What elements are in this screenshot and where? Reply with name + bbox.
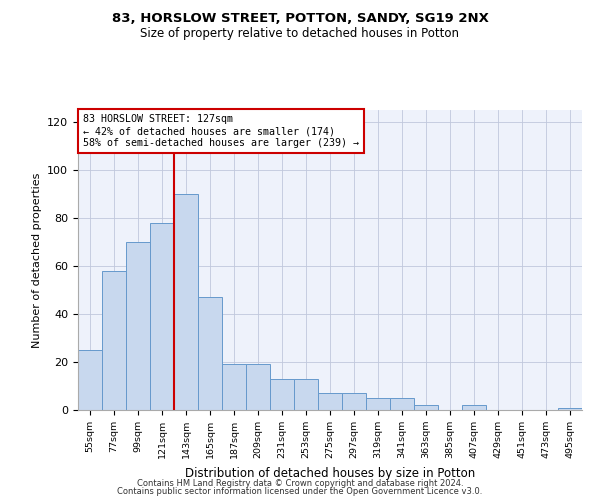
Bar (318, 393, 342, 410)
Bar (174, 194, 198, 410)
Bar (198, 297, 222, 410)
Text: 83 HORSLOW STREET: 127sqm
← 42% of detached houses are smaller (174)
58% of semi: 83 HORSLOW STREET: 127sqm ← 42% of detac… (83, 114, 359, 148)
Y-axis label: Number of detached properties: Number of detached properties (32, 172, 41, 348)
X-axis label: Distribution of detached houses by size in Potton: Distribution of detached houses by size … (185, 466, 475, 479)
Text: Size of property relative to detached houses in Potton: Size of property relative to detached ho… (140, 28, 460, 40)
Text: Contains public sector information licensed under the Open Government Licence v3: Contains public sector information licen… (118, 488, 482, 496)
Bar (222, 364, 246, 410)
Bar (78, 350, 102, 410)
Bar (342, 393, 366, 410)
Bar (414, 405, 438, 410)
Text: Contains HM Land Registry data © Crown copyright and database right 2024.: Contains HM Land Registry data © Crown c… (137, 478, 463, 488)
Bar (246, 364, 270, 410)
Bar (270, 379, 294, 410)
Bar (462, 405, 486, 410)
Bar (150, 223, 174, 410)
Bar (558, 408, 582, 410)
Bar (102, 271, 126, 410)
Bar (390, 398, 414, 410)
Bar (126, 242, 150, 410)
Bar (366, 398, 390, 410)
Text: 83, HORSLOW STREET, POTTON, SANDY, SG19 2NX: 83, HORSLOW STREET, POTTON, SANDY, SG19 … (112, 12, 488, 26)
Bar (294, 379, 318, 410)
